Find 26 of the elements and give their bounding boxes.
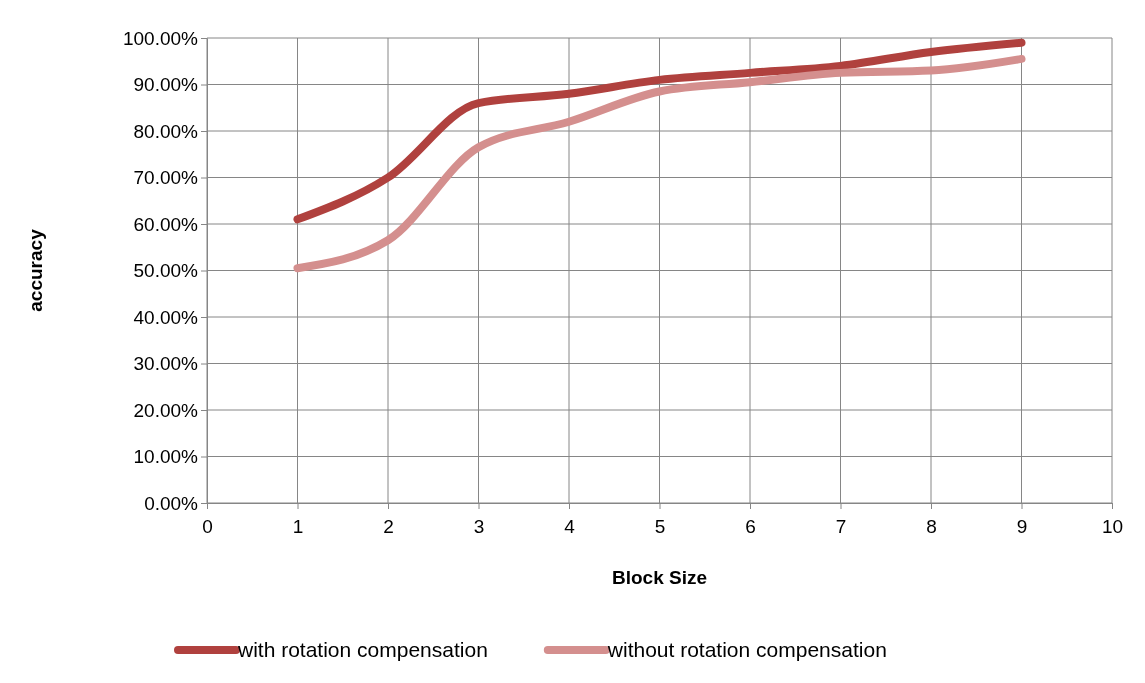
x-tick-label: 2 xyxy=(383,515,394,537)
x-tick-label: 8 xyxy=(926,515,937,537)
x-tick-label: 4 xyxy=(564,515,576,537)
y-tick-label: 10.00% xyxy=(133,446,199,468)
x-tick-label: 0 xyxy=(202,515,213,537)
y-tick-label: 0.00% xyxy=(144,492,199,514)
x-axis-title: Block Size xyxy=(611,567,708,588)
legend-label: with rotation compensation xyxy=(237,638,488,661)
x-tick-label: 3 xyxy=(473,515,485,537)
y-tick-label: 80.00% xyxy=(133,120,199,142)
x-tick-label: 7 xyxy=(835,515,847,537)
x-tick-label: 6 xyxy=(745,515,756,537)
y-tick-label: 100.00% xyxy=(122,27,199,49)
y-tick-label: 20.00% xyxy=(133,399,199,421)
x-tick-label: 1 xyxy=(292,515,304,537)
y-tick-label: 60.00% xyxy=(133,213,199,235)
x-tick-label: 5 xyxy=(654,515,666,537)
x-tick-label: 10 xyxy=(1101,515,1124,537)
y-tick-label: 70.00% xyxy=(133,167,199,189)
y-axis-title: accuracy xyxy=(25,228,46,312)
y-tick-label: 90.00% xyxy=(133,74,199,96)
y-tick-label: 40.00% xyxy=(133,306,199,328)
y-tick-label: 50.00% xyxy=(133,260,199,282)
x-tick-label: 9 xyxy=(1016,515,1028,537)
y-tick-label: 30.00% xyxy=(133,353,199,375)
legend-label: without rotation compensation xyxy=(606,638,887,661)
